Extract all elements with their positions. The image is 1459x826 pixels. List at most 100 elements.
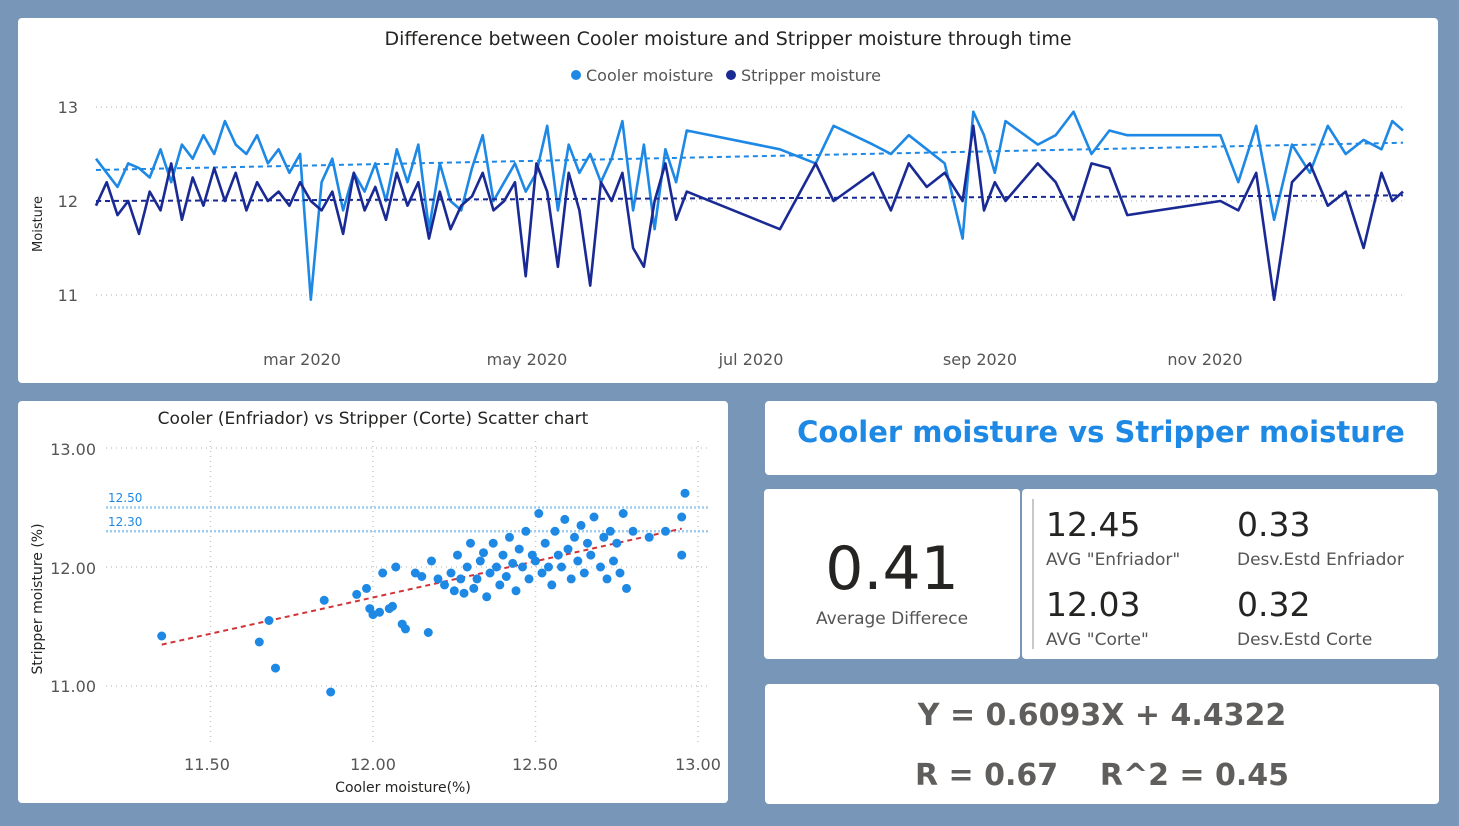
line-chart[interactable]: Difference between Cooler moisture and S…: [18, 18, 1438, 383]
scatter-point[interactable]: [563, 544, 573, 554]
scatter-point[interactable]: [375, 607, 384, 617]
scatter-point[interactable]: [618, 509, 628, 518]
avg-corte-label: AVG "Corte": [1046, 630, 1149, 650]
scatter-point[interactable]: [449, 586, 459, 596]
scatter-point[interactable]: [488, 538, 498, 548]
scatter-point[interactable]: [521, 526, 531, 536]
scatter-point[interactable]: [254, 637, 264, 647]
scatter-point[interactable]: [271, 663, 280, 673]
scatter-point[interactable]: [475, 556, 485, 566]
equation-card: Y = 0.6093X + 4.4322 R = 0.67 R^2 = 0.45: [765, 684, 1439, 804]
scatter-point[interactable]: [482, 592, 492, 602]
scatter-point[interactable]: [511, 586, 521, 596]
scatter-point[interactable]: [388, 601, 397, 611]
x-tick-jul: jul 2020: [718, 350, 784, 369]
scatter-point[interactable]: [501, 572, 511, 581]
scatter-point[interactable]: [540, 538, 550, 548]
scatter-point[interactable]: [537, 568, 547, 578]
scatter-point[interactable]: [547, 580, 557, 590]
scatter-point[interactable]: [459, 588, 469, 598]
scatter-point[interactable]: [157, 631, 167, 641]
scatter-y-tick-13: 13.00: [50, 440, 96, 459]
scatter-point[interactable]: [677, 550, 687, 560]
scatter-point[interactable]: [427, 556, 436, 566]
scatter-chart[interactable]: Cooler (Enfriador) vs Stripper (Corte) S…: [18, 401, 728, 803]
scatter-point[interactable]: [534, 509, 544, 518]
scatter-point[interactable]: [661, 526, 670, 536]
scatter-point[interactable]: [264, 616, 274, 625]
scatter-point[interactable]: [586, 550, 596, 560]
scatter-point[interactable]: [677, 512, 687, 522]
scatter-point[interactable]: [492, 562, 501, 572]
legend-cooler-label[interactable]: Cooler moisture: [586, 66, 713, 85]
scatter-point[interactable]: [440, 580, 449, 590]
scatter-point[interactable]: [378, 568, 388, 578]
scatter-point[interactable]: [589, 512, 599, 522]
scatter-point[interactable]: [505, 532, 514, 542]
scatter-point[interactable]: [615, 568, 625, 578]
scatter-point[interactable]: [453, 550, 462, 560]
scatter-x-tick-1150: 11.50: [184, 755, 230, 774]
stripper-moisture-line[interactable]: [94, 124, 1404, 302]
scatter-point[interactable]: [326, 687, 336, 697]
scatter-point[interactable]: [417, 572, 427, 581]
scatter-point[interactable]: [466, 538, 475, 548]
scatter-point[interactable]: [495, 580, 505, 590]
scatter-point[interactable]: [544, 562, 553, 572]
ref-label-1250: 12.50: [108, 491, 142, 505]
scatter-point[interactable]: [680, 488, 690, 498]
scatter-point[interactable]: [469, 583, 479, 593]
x-tick-may: may 2020: [487, 350, 568, 369]
y-axis-label: Moisture: [31, 196, 46, 252]
line-plot-area: [94, 106, 1404, 302]
std-corte-value: 0.32: [1237, 585, 1311, 624]
scatter-point[interactable]: [560, 514, 570, 524]
scatter-point[interactable]: [596, 562, 605, 572]
scatter-point[interactable]: [446, 568, 456, 578]
cooler-moisture-line[interactable]: [94, 110, 1404, 302]
scatter-point[interactable]: [602, 574, 612, 584]
line-chart-card: Difference between Cooler moisture and S…: [18, 18, 1438, 383]
scatter-point[interactable]: [570, 532, 579, 542]
scatter-point[interactable]: [472, 574, 482, 584]
scatter-point[interactable]: [362, 583, 371, 593]
scatter-point[interactable]: [514, 544, 524, 554]
scatter-point[interactable]: [524, 574, 534, 584]
scatter-point[interactable]: [599, 532, 609, 542]
scatter-point[interactable]: [479, 548, 488, 558]
scatter-point[interactable]: [456, 574, 466, 584]
scatter-point[interactable]: [644, 532, 654, 542]
scatter-x-axis-label: Cooler moisture(%): [335, 780, 471, 796]
scatter-point[interactable]: [553, 550, 563, 560]
line-chart-title: Difference between Cooler moisture and S…: [384, 28, 1071, 50]
scatter-point[interactable]: [566, 574, 576, 584]
scatter-point[interactable]: [573, 556, 583, 566]
regression-equation: Y = 0.6093X + 4.4322: [917, 698, 1287, 733]
scatter-point[interactable]: [508, 558, 518, 568]
scatter-point[interactable]: [583, 538, 592, 548]
scatter-chart-card: Cooler (Enfriador) vs Stripper (Corte) S…: [18, 401, 728, 803]
scatter-point[interactable]: [612, 538, 622, 548]
scatter-point[interactable]: [622, 583, 631, 593]
scatter-point[interactable]: [462, 562, 472, 572]
std-enfriador-value: 0.33: [1237, 505, 1311, 544]
scatter-point[interactable]: [352, 589, 362, 599]
scatter-point[interactable]: [485, 568, 495, 578]
scatter-point[interactable]: [423, 628, 433, 637]
scatter-point[interactable]: [557, 562, 566, 572]
scatter-point[interactable]: [401, 624, 410, 634]
scatter-point[interactable]: [609, 556, 618, 566]
scatter-point[interactable]: [605, 526, 615, 536]
scatter-point[interactable]: [628, 526, 638, 536]
scatter-point[interactable]: [550, 526, 560, 536]
legend-stripper-label[interactable]: Stripper moisture: [741, 66, 881, 85]
scatter-point[interactable]: [531, 556, 540, 566]
scatter-y-axis-label: Stripper moisture (%): [30, 523, 46, 674]
scatter-point[interactable]: [498, 550, 508, 560]
scatter-point[interactable]: [579, 568, 589, 578]
scatter-point[interactable]: [391, 562, 401, 572]
scatter-point[interactable]: [576, 520, 586, 530]
scatter-point[interactable]: [319, 595, 329, 605]
scatter-point[interactable]: [518, 562, 527, 572]
scatter-point[interactable]: [433, 574, 443, 584]
